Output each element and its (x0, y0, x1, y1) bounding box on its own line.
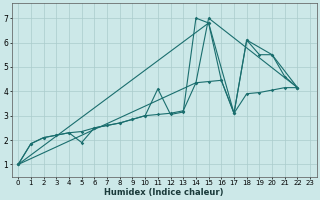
X-axis label: Humidex (Indice chaleur): Humidex (Indice chaleur) (104, 188, 224, 197)
